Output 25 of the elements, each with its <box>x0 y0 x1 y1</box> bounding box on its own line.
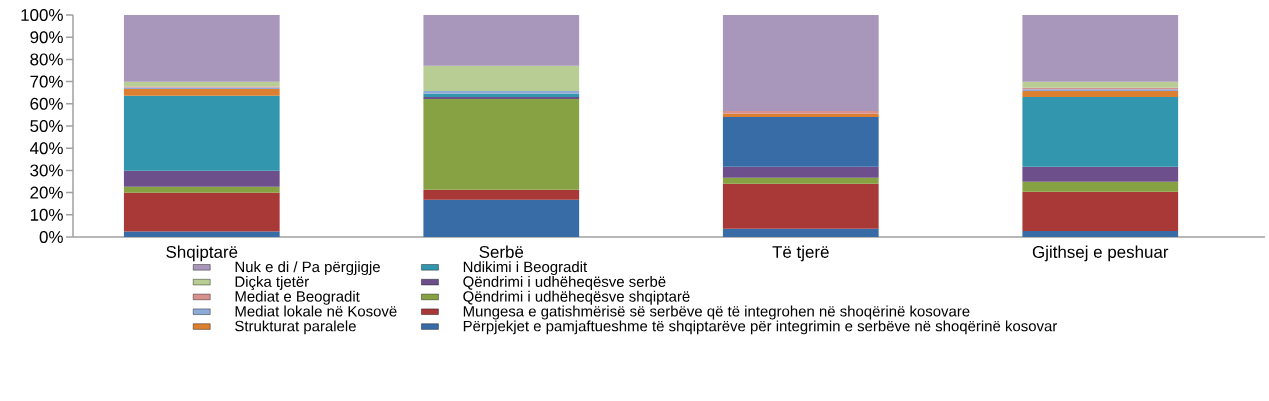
legend-label: Qëndrimi i udhëheqësve serbë <box>463 275 666 290</box>
y-tick-label: 60% <box>30 97 63 110</box>
y-tick-label: 20% <box>30 186 63 199</box>
legend-label: Nuk e di / Pa përgjigje <box>235 261 380 276</box>
y-tick-label: 100% <box>21 9 63 21</box>
y-tick-label: 70% <box>30 75 63 88</box>
legend-label: Mediat lokale në Kosovë <box>235 305 397 317</box>
legend-label: Mediat e Beogradit <box>235 290 360 305</box>
legend-label: Diçka tjetër <box>235 275 309 290</box>
x-tick-label: Të tjerë <box>772 245 829 262</box>
legend-label: Përpjekjet e pamjaftueshme të shqiptarëve për integrimin e serbëve në shoqërinë kosovar <box>463 320 1058 335</box>
y-tick-label: 10% <box>30 208 63 221</box>
y-tick-label: 80% <box>30 53 63 66</box>
legend-label: Ndikimi i Beogradit <box>463 261 588 276</box>
y-tick-label: 30% <box>30 164 63 177</box>
y-tick-label: 50% <box>30 120 63 132</box>
x-tick-label: Serbë <box>479 245 524 258</box>
y-tick-label: 90% <box>30 31 63 44</box>
legend-label: Strukturat paralele <box>235 320 356 335</box>
y-tick-label: 40% <box>29 142 63 155</box>
x-tick-label: Gjithsej e peshuar <box>1032 245 1169 262</box>
x-tick-label: Shqiptarë <box>166 245 238 262</box>
legend-label: Mungesa e gatishmërisë së serbëve që të integrohen në shoqërinë kosovare <box>463 305 970 320</box>
legend-label: Qëndrimi i udhëheqësve shqiptarë <box>463 290 690 305</box>
y-tick-label: 0% <box>39 231 63 243</box>
